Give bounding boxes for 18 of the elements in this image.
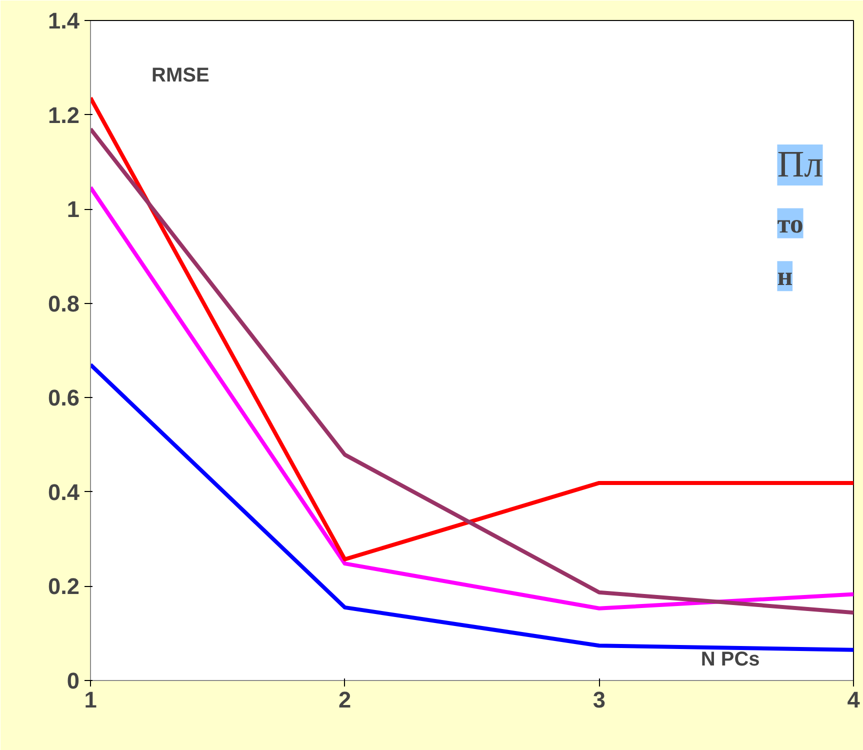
y-axis-title: RMSE [152, 64, 210, 86]
annotation: то [777, 208, 804, 238]
x-tick-label: 2 [338, 686, 352, 712]
x-tick-label: 1 [84, 686, 97, 712]
x-tick-label: 4 [847, 686, 860, 712]
y-tick-label: 0.2 [48, 573, 80, 600]
y-tick-label: 1.2 [48, 102, 80, 128]
annotation: Пл [777, 144, 823, 186]
y-tick-label: 1.4 [48, 8, 80, 34]
y-tick-label: 0.6 [48, 384, 80, 411]
x-axis-title: N PCs [700, 648, 760, 671]
y-tick-label: 0 [66, 668, 80, 694]
y-tick-label: 1 [66, 196, 80, 222]
line-series [90, 362, 854, 652]
x-tick-label: 3 [592, 686, 606, 712]
y-tick-label: 0.8 [48, 290, 80, 316]
annotation: н [777, 261, 793, 292]
y-tick-label: 0.4 [48, 478, 80, 505]
